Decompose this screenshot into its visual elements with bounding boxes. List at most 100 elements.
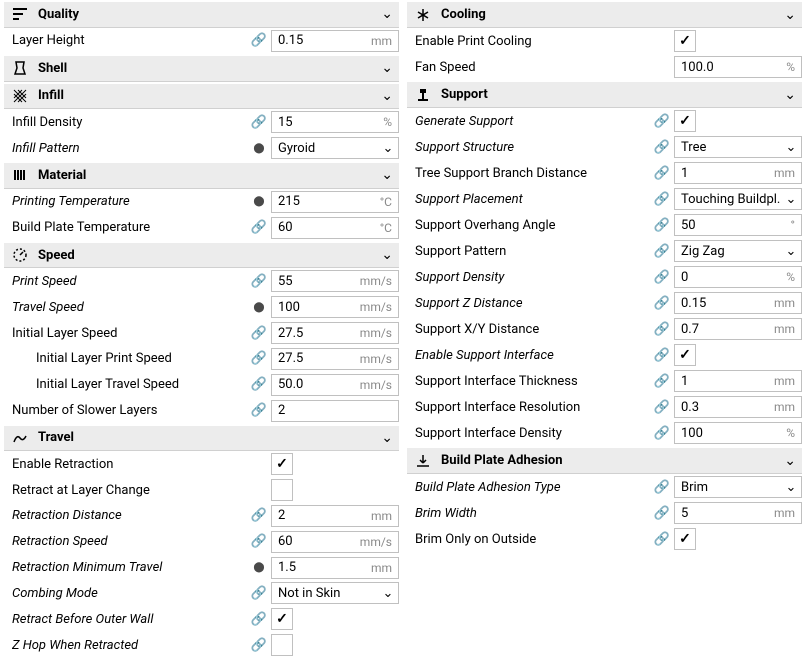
fx-icon[interactable]: ⬤ [247,143,271,154]
link-icon[interactable]: 🔗 [247,638,271,653]
input-fan-speed[interactable]: 100.0% [674,56,802,78]
section-shell[interactable]: Shell ⌄ [4,56,399,82]
row-print-speed: Print Speed 🔗 55mm/s [4,268,399,294]
row-init-layer-speed: Initial Layer Speed 🔗 27.5mm/s [4,320,399,346]
row-iface-res: Support Interface Resolution 🔗 0.3mm [407,394,802,420]
select-support-structure[interactable]: Tree⌄ [674,136,802,158]
link-icon[interactable]: 🔗 [247,351,271,366]
checkbox-zhop[interactable] [271,634,293,656]
section-material[interactable]: Material ⌄ [4,163,399,189]
link-icon[interactable]: 🔗 [650,244,674,259]
checkbox-retract-before-outer[interactable] [271,608,293,630]
link-icon[interactable]: 🔗 [650,348,674,363]
input-support-xydist[interactable]: 0.7mm [674,318,802,340]
input-retraction-speed[interactable]: 60mm/s [271,531,399,553]
checkbox-enable-cooling[interactable] [674,30,696,52]
link-icon[interactable]: 🔗 [650,506,674,521]
row-retract-layer-change: Retract at Layer Change [4,477,399,503]
input-infill-density[interactable]: 15% [271,111,399,133]
input-iface-thick[interactable]: 1mm [674,370,802,392]
input-init-layer-speed[interactable]: 27.5mm/s [271,322,399,344]
link-icon[interactable]: 🔗 [247,274,271,289]
row-enable-retraction: Enable Retraction [4,451,399,477]
section-cooling[interactable]: Cooling ⌄ [407,2,802,28]
select-combing[interactable]: Not in Skin⌄ [271,582,399,604]
input-travel-speed[interactable]: 100mm/s [271,296,399,318]
checkbox-enable-retraction[interactable] [271,453,293,475]
link-icon[interactable]: 🔗 [650,532,674,547]
section-travel[interactable]: Travel ⌄ [4,426,399,452]
link-icon[interactable]: 🔗 [650,166,674,181]
link-icon[interactable]: 🔗 [650,374,674,389]
input-print-speed[interactable]: 55mm/s [271,270,399,292]
link-icon[interactable]: 🔗 [247,534,271,549]
fx-icon[interactable]: ⬤ [247,302,271,313]
checkbox-generate-support[interactable] [674,110,696,132]
link-icon[interactable]: 🔗 [247,508,271,523]
checkbox-retract-layer-change[interactable] [271,479,293,501]
label: Retraction Speed [12,534,247,549]
input-support-zdist[interactable]: 0.15mm [674,292,802,314]
chevron-down-icon: ⌄ [381,167,393,183]
select-support-pattern[interactable]: Zig Zag⌄ [674,240,802,262]
input-support-density[interactable]: 0% [674,266,802,288]
link-icon[interactable]: 🔗 [247,33,271,48]
input-print-temp[interactable]: 215°C [271,191,399,213]
fx-icon[interactable]: ⬤ [247,562,271,573]
label: Layer Height [12,33,247,48]
input-bed-temp[interactable]: 60°C [271,217,399,239]
material-icon [10,165,30,185]
input-iface-dens[interactable]: 100% [674,422,802,444]
input-init-layer-travel-speed[interactable]: 50.0mm/s [271,374,399,396]
row-init-layer-print-speed: Initial Layer Print Speed 🔗 27.5mm/s [4,346,399,372]
select-adhesion-type[interactable]: Brim⌄ [674,476,802,498]
shell-icon [10,58,30,78]
section-infill[interactable]: Infill ⌄ [4,84,399,110]
section-title: Build Plate Adhesion [441,453,784,468]
link-icon[interactable]: 🔗 [650,480,674,495]
fx-icon[interactable]: ⬤ [247,196,271,207]
label: Support Interface Thickness [415,374,650,389]
input-slower-layers[interactable]: 2 [271,400,399,422]
select-support-placement[interactable]: Touching Buildpl...⌄ [674,188,802,210]
section-quality[interactable]: Quality ⌄ [4,2,399,28]
section-adhesion[interactable]: Build Plate Adhesion ⌄ [407,448,802,474]
input-layer-height[interactable]: 0.15mm [271,30,399,52]
input-retraction-min-travel[interactable]: 1.5mm [271,557,399,579]
checkbox-support-interface[interactable] [674,344,696,366]
link-icon[interactable]: 🔗 [650,140,674,155]
label: Number of Slower Layers [12,403,247,418]
link-icon[interactable]: 🔗 [650,270,674,285]
link-icon[interactable]: 🔗 [247,326,271,341]
link-icon[interactable]: 🔗 [650,192,674,207]
row-support-pattern: Support Pattern 🔗 Zig Zag⌄ [407,238,802,264]
input-branch-dist[interactable]: 1mm [674,162,802,184]
select-infill-pattern[interactable]: Gyroid⌄ [271,137,399,159]
label: Support Density [415,270,650,285]
link-icon[interactable]: 🔗 [247,586,271,601]
input-overhang[interactable]: 50° [674,214,802,236]
input-init-layer-print-speed[interactable]: 27.5mm/s [271,348,399,370]
checkbox-brim-outside[interactable] [674,528,696,550]
chevron-down-icon: ⌄ [781,244,801,259]
link-icon[interactable]: 🔗 [650,400,674,415]
section-speed[interactable]: Speed ⌄ [4,243,399,269]
link-icon[interactable]: 🔗 [247,220,271,235]
link-icon[interactable]: 🔗 [650,296,674,311]
link-icon[interactable]: 🔗 [247,403,271,418]
input-iface-res[interactable]: 0.3mm [674,396,802,418]
section-support[interactable]: Support ⌄ [407,82,802,108]
chevron-down-icon: ⌄ [781,192,801,207]
input-brim-width[interactable]: 5mm [674,502,802,524]
link-icon[interactable]: 🔗 [650,426,674,441]
link-icon[interactable]: 🔗 [247,612,271,627]
link-icon[interactable]: 🔗 [650,114,674,129]
row-bed-temp: Build Plate Temperature 🔗 60°C [4,215,399,241]
link-icon[interactable]: 🔗 [650,322,674,337]
link-icon[interactable]: 🔗 [650,218,674,233]
row-iface-thick: Support Interface Thickness 🔗 1mm [407,368,802,394]
chevron-down-icon: ⌄ [381,60,393,76]
link-icon[interactable]: 🔗 [247,377,271,392]
input-retraction-distance[interactable]: 2mm [271,505,399,527]
link-icon[interactable]: 🔗 [247,115,271,130]
